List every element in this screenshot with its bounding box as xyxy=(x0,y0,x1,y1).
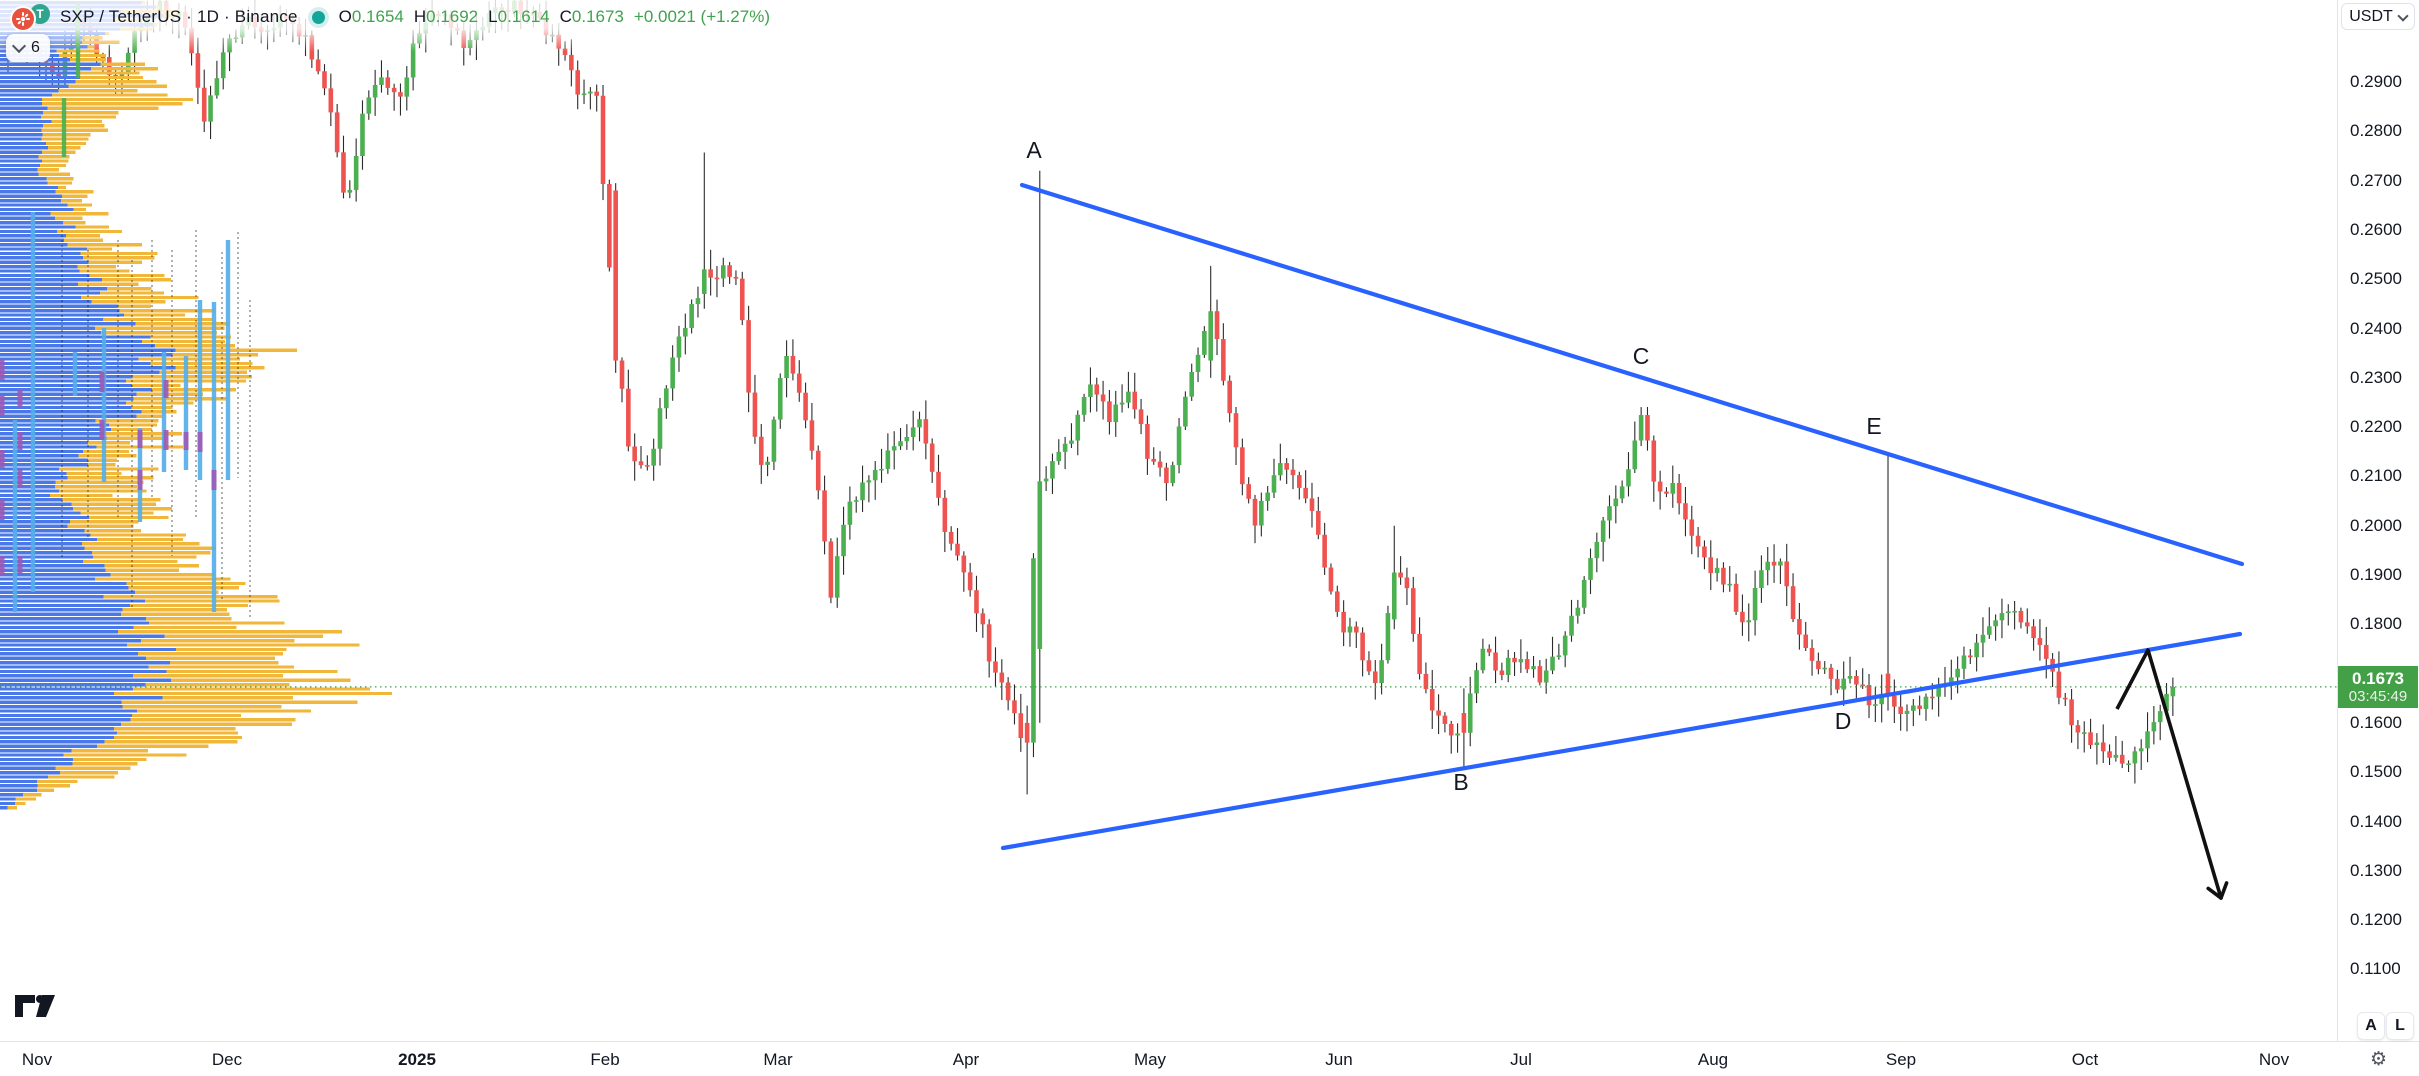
price-tick: 0.1200 xyxy=(2350,910,2402,930)
time-tick: Nov xyxy=(21,1050,53,1069)
time-tick: Mar xyxy=(763,1050,793,1069)
log-scale-label: L xyxy=(2395,1017,2405,1034)
currency-label: USDT xyxy=(2349,7,2393,25)
log-scale-button[interactable]: L xyxy=(2386,1012,2414,1040)
pattern-label-B[interactable]: B xyxy=(1453,769,1468,795)
time-tick: 2025 xyxy=(398,1050,436,1069)
indicators-collapse-button[interactable]: 6 xyxy=(6,34,50,62)
market-status-icon[interactable] xyxy=(311,10,325,24)
pattern-labels: A B C D E xyxy=(1026,137,1881,795)
currency-selector-button[interactable]: USDT xyxy=(2341,3,2415,30)
close-value: 0.1673 xyxy=(571,7,624,26)
pair-logos: T xyxy=(10,4,52,32)
triangle-trendlines[interactable] xyxy=(1000,182,2245,851)
auto-scale-label: A xyxy=(2365,1017,2377,1034)
price-tick: 0.2900 xyxy=(2350,72,2402,91)
last-price-badge: 0.1673 03:45:49 xyxy=(2338,665,2418,708)
price-tick: 0.1400 xyxy=(2350,811,2402,831)
trendline-lower-support xyxy=(1000,631,2243,851)
time-tick: Feb xyxy=(590,1050,620,1069)
trendline-upper-resistance xyxy=(1019,182,2245,567)
price-tick: 0.2300 xyxy=(2350,367,2402,387)
price-tick: 0.2100 xyxy=(2350,466,2402,486)
pattern-label-A[interactable]: A xyxy=(1026,137,1042,163)
pattern-label-D[interactable]: D xyxy=(1835,708,1852,734)
price-tick: 0.1900 xyxy=(2350,565,2402,584)
chevron-down-icon xyxy=(11,38,27,54)
last-price-value: 0.1673 xyxy=(2352,668,2404,688)
price-tick: 0.2400 xyxy=(2350,318,2402,338)
price-tick: 0.2500 xyxy=(2350,269,2402,289)
time-tick: Jun xyxy=(1325,1050,1353,1069)
symbol-legend: T SXP / TetherUS · 1D · Binance O0.1654 … xyxy=(10,4,770,32)
time-tick: Oct xyxy=(2071,1050,2099,1069)
time-tick: Aug xyxy=(1697,1050,1729,1069)
time-tick: Sep xyxy=(1885,1050,1917,1069)
bar-countdown: 03:45:49 xyxy=(2348,688,2408,706)
chevron-down-icon xyxy=(2397,9,2409,22)
price-tick: 0.2700 xyxy=(2350,170,2402,190)
price-tick: 0.2600 xyxy=(2350,219,2402,239)
sxp-gear-glyph xyxy=(16,12,30,26)
ohlc-values: O0.1654 H0.1692 L0.1614 C0.1673 +0.0021 … xyxy=(339,7,770,27)
low-value: 0.1614 xyxy=(497,7,550,26)
price-tick: 0.1500 xyxy=(2350,762,2402,782)
breakdown-arrow[interactable] xyxy=(2115,648,2229,900)
open-value: 0.1654 xyxy=(351,7,404,26)
price-scale[interactable]: 0.2900 0.2800 0.2700 0.2600 0.2500 0.2400 0.23… xyxy=(2337,0,2419,1041)
price-tick: 0.1100 xyxy=(2350,959,2401,979)
time-tick: Apr xyxy=(952,1050,980,1069)
pattern-label-E[interactable]: E xyxy=(1866,413,1881,439)
candles-layer xyxy=(5,0,2176,795)
change-value: +0.0021 (+1.27%) xyxy=(633,7,770,26)
price-tick: 0.1600 xyxy=(2350,712,2402,732)
scale-settings-gear-icon[interactable]: ⚙ xyxy=(2370,1048,2387,1070)
open-label: O xyxy=(338,7,352,26)
price-tick: 0.2000 xyxy=(2350,515,2402,535)
auto-scale-button[interactable]: A xyxy=(2357,1012,2385,1040)
sxp-coin-icon xyxy=(10,6,36,32)
high-label: H xyxy=(413,7,427,26)
close-label: C xyxy=(559,7,572,26)
gear-glyph: ⚙ xyxy=(2370,1048,2388,1070)
price-tick: 0.2200 xyxy=(2350,417,2402,437)
price-tick: 0.1300 xyxy=(2350,860,2402,880)
price-chart-canvas[interactable]: A B C D E xyxy=(0,0,2337,1041)
low-label: L xyxy=(488,7,498,26)
time-tick: Jul xyxy=(1510,1050,1532,1069)
hidden-indicators-count: 6 xyxy=(31,39,40,56)
time-tick: Dec xyxy=(211,1050,243,1069)
symbol-title[interactable]: SXP / TetherUS · 1D · Binance xyxy=(60,7,298,26)
time-tick: Nov xyxy=(2258,1050,2290,1069)
time-tick: May xyxy=(1133,1050,1167,1069)
pattern-label-C[interactable]: C xyxy=(1633,343,1650,369)
high-value: 0.1692 xyxy=(426,7,479,26)
price-tick: 0.1800 xyxy=(2350,614,2402,634)
price-tick: 0.2800 xyxy=(2350,121,2402,141)
time-scale[interactable]: Nov Dec 2025 Feb Mar Apr May Jun Jul Aug Sep Oct Nov xyxy=(0,1041,2419,1076)
tradingview-logo[interactable] xyxy=(14,993,56,1019)
